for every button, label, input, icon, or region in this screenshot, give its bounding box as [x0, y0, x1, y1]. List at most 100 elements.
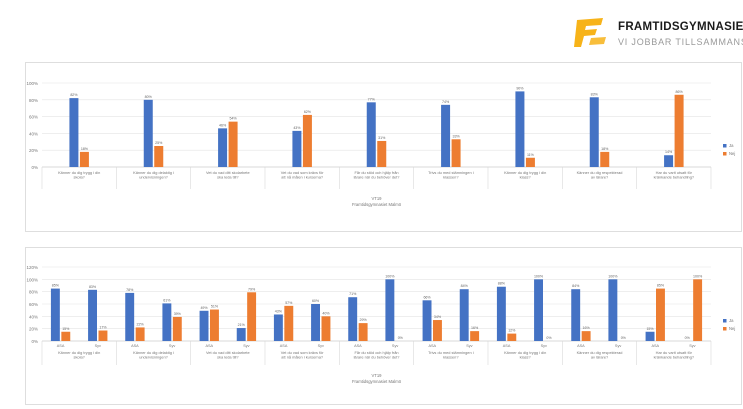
category-label-line: Får du stöd och hjälp från	[354, 170, 398, 175]
data-label: 84%	[461, 284, 469, 288]
legend-label-nej: Nej	[729, 151, 735, 156]
bar-nej	[228, 121, 238, 167]
data-label: 22%	[137, 322, 145, 326]
x-axis-sub-label: VT19	[371, 196, 382, 201]
category-label: Känner du dig delaktig i undervisningen?	[133, 170, 174, 180]
y-tick-label: 60%	[29, 115, 38, 120]
bar-nej	[433, 320, 442, 341]
bar-nej	[98, 330, 108, 341]
category-label: Vet du vad som krävs för att nå målen i k…	[281, 170, 325, 180]
category-label-line: klassen?	[443, 355, 459, 360]
legend-swatch-nej	[723, 152, 727, 156]
data-label: 18%	[601, 147, 609, 151]
data-label: 11%	[527, 153, 535, 157]
bar-ja	[125, 292, 135, 341]
data-label: 84%	[572, 284, 580, 288]
y-tick-label: 40%	[29, 314, 38, 319]
x-axis-label: Framtidsgymnasiet Malmö	[352, 202, 402, 207]
bar-nej	[154, 146, 164, 167]
category-label: Känner du dig trygg i din klass?	[504, 350, 546, 360]
category-label: Trivs du med stämningen i klassen?	[428, 350, 474, 360]
data-label: 100%	[534, 274, 544, 278]
y-tick-label: 20%	[29, 148, 38, 153]
data-label: 21%	[238, 323, 246, 327]
bar-ja	[50, 288, 60, 341]
data-label: 0%	[398, 336, 404, 340]
data-label: 31%	[378, 136, 386, 140]
data-label: 85%	[52, 284, 60, 288]
category-label-line: klass?	[520, 355, 532, 360]
subcategory-label: Syv	[95, 344, 101, 348]
y-tick-label: 40%	[29, 131, 38, 136]
bar-ja	[311, 304, 320, 341]
y-tick-label: 60%	[29, 302, 38, 307]
subcategory-label: Syv	[615, 344, 621, 348]
category-label: Känner du dig trygg i din skola?	[58, 350, 100, 360]
bar-ja	[534, 279, 543, 341]
bar-ja	[441, 104, 451, 167]
data-label: 71%	[349, 292, 357, 296]
y-tick-label: 20%	[29, 327, 38, 332]
category-label: Känner du dig delaktig i undervisningen?	[133, 350, 174, 360]
bar-chart-by-program: 0% 20% 40% 60% 80% 100% 120% 85% 15% ASA 83% 17% Syv…	[26, 265, 735, 384]
data-label: 100%	[608, 274, 618, 278]
category-label-line: Känner du dig delaktig i	[133, 170, 174, 175]
data-label: 25%	[155, 141, 163, 145]
category-label-line: Vet du vad som krävs för	[281, 170, 325, 175]
bar-ja	[515, 91, 525, 167]
category-label: Känner du dig trygg i din skola?	[58, 170, 100, 180]
data-label: 18%	[81, 147, 89, 151]
data-label: 51%	[211, 305, 219, 309]
bar-nej	[451, 139, 461, 167]
data-label: 60%	[312, 299, 320, 303]
bar-nej	[693, 279, 703, 341]
category-label-line: Känner du dig respekterad	[577, 170, 623, 175]
subcategory-label: ASA	[131, 344, 139, 348]
category-label-line: lärare när du behöver det?	[354, 355, 401, 360]
data-label: 0%	[685, 336, 691, 340]
legend-swatch-nej	[723, 327, 727, 331]
category-label-line: klassen?	[443, 175, 459, 180]
category-label-line: Känner du dig respekterad	[577, 350, 623, 355]
bar-nej	[377, 140, 387, 167]
data-label: 82%	[70, 93, 78, 97]
data-label: 74%	[442, 100, 450, 104]
data-label: 34%	[434, 315, 442, 319]
legend-label-ja: Ja	[729, 143, 734, 148]
data-label: 90%	[516, 86, 524, 90]
subcategory-label: Syv	[466, 344, 472, 348]
category-label: Har du varit utsatt för kränkande behandl…	[654, 170, 695, 180]
data-label: 15%	[646, 327, 654, 331]
category-label-line: Känner du dig trygg i din	[58, 350, 100, 355]
x-axis-sub-label: VT19	[371, 373, 382, 378]
category-label-line: Känner du dig trygg i din	[504, 350, 546, 355]
data-label: 33%	[452, 134, 460, 138]
bar-ja	[571, 289, 581, 341]
data-label: 85%	[657, 284, 665, 288]
subcategory-label: Syv	[689, 344, 695, 348]
category-label: Känner du dig respekterad av lärare?	[577, 170, 623, 180]
bar-nej	[507, 333, 517, 341]
data-label: 88%	[498, 282, 506, 286]
data-label: 83%	[591, 92, 599, 96]
bar-nej	[581, 331, 591, 341]
data-label: 15%	[62, 327, 70, 331]
bar-nej	[247, 292, 257, 341]
subcategory-label: ASA	[280, 344, 288, 348]
y-tick-label: 0%	[31, 165, 38, 170]
category-label-line: Känner du dig trygg i din	[58, 170, 100, 175]
data-label: 43%	[275, 309, 283, 313]
data-label: 86%	[675, 90, 683, 94]
subcategory-label: ASA	[428, 344, 436, 348]
bar-ja	[589, 97, 599, 167]
logo: FRAMTIDSGYMNASIET VI JOBBAR TILLSAMMANS	[573, 10, 743, 54]
bar-nej	[321, 316, 331, 341]
category-label: Har du varit utsatt för kränkande behandl…	[654, 350, 695, 360]
category-label-line: Får du stöd och hjälp från	[354, 350, 398, 355]
bar-ja	[218, 128, 228, 167]
data-label: 0%	[546, 336, 552, 340]
bar-nej	[135, 327, 145, 341]
bar-nej	[284, 305, 294, 341]
legend-label-nej: Nej	[729, 326, 735, 331]
bar-ja	[664, 155, 674, 167]
